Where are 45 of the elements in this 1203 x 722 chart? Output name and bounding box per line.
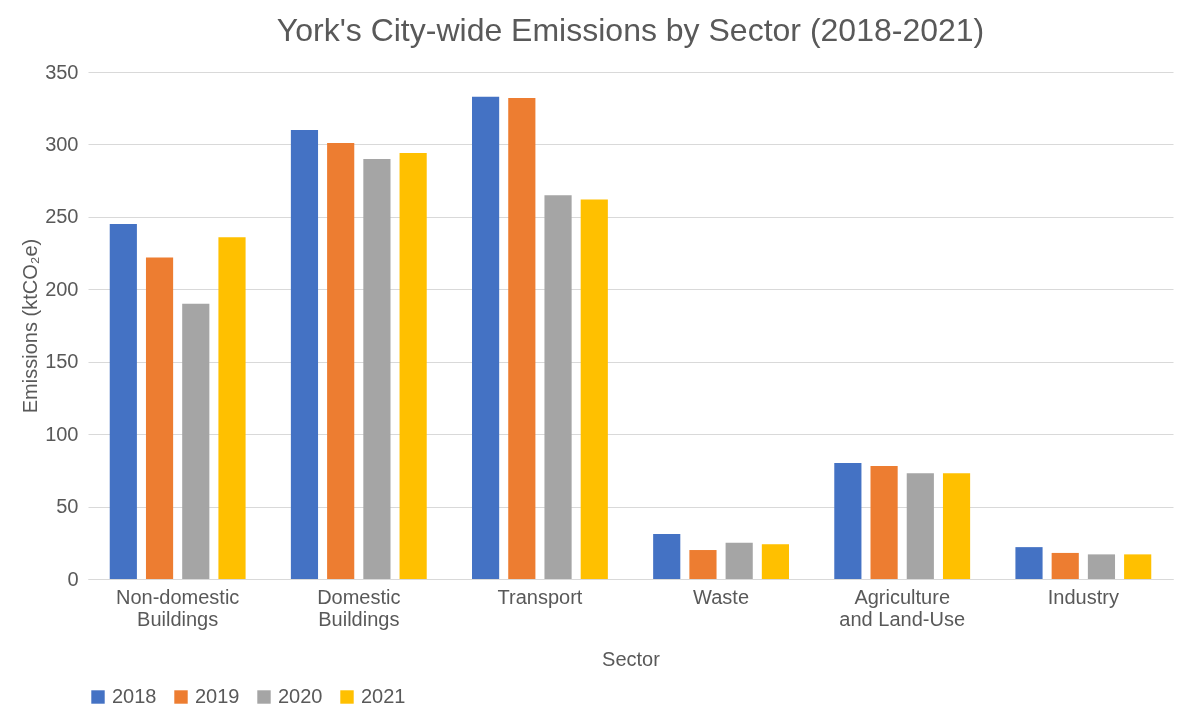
bar <box>580 199 608 579</box>
bar <box>145 257 174 579</box>
bar <box>508 98 536 579</box>
bar <box>689 550 717 579</box>
x-tick-label: Industry <box>1047 585 1119 608</box>
bar <box>870 466 898 579</box>
bar <box>1051 552 1079 579</box>
x-tick-label: Agriculture and Land-Use <box>839 585 966 630</box>
x-axis-title: Sector <box>602 647 661 670</box>
bar <box>218 237 246 579</box>
y-tick-label: 250 <box>45 205 79 228</box>
bar <box>1015 547 1043 579</box>
bar <box>725 542 753 579</box>
x-tick-label: Non-domestic Buildings <box>115 585 240 630</box>
bar <box>290 129 319 579</box>
bar <box>363 158 391 579</box>
y-tick-label: 50 <box>56 495 79 518</box>
y-tick-label: 150 <box>45 350 79 373</box>
y-tick-label: 200 <box>45 277 79 300</box>
legend-label: 2019 <box>195 685 240 707</box>
legend-label: 2018 <box>112 685 157 707</box>
bar <box>1087 554 1116 579</box>
bar <box>472 96 500 579</box>
y-tick-label: 350 <box>45 60 79 83</box>
y-axis-title: Emissions (ktCO₂e) <box>19 238 42 414</box>
bar <box>834 463 862 579</box>
bar <box>109 224 137 579</box>
bar <box>942 473 971 579</box>
bar <box>653 534 681 579</box>
chart-title: York's City-wide Emissions by Sector (2018-2021) <box>276 12 985 48</box>
bar <box>1124 554 1152 579</box>
y-tick-label: 300 <box>45 132 79 155</box>
x-tick-label: Waste <box>693 585 750 608</box>
bar <box>761 544 789 579</box>
bar <box>906 473 934 579</box>
bar <box>182 303 210 579</box>
legend-label: 2021 <box>361 685 406 707</box>
y-tick-label: 0 <box>67 567 79 590</box>
x-tick-label: Domestic Buildings <box>317 585 401 630</box>
bar <box>399 153 427 579</box>
legend-label: 2020 <box>278 685 323 707</box>
bar <box>327 142 355 579</box>
y-tick-label: 100 <box>45 422 79 445</box>
bar <box>544 195 572 579</box>
x-tick-label: Transport <box>497 585 583 608</box>
